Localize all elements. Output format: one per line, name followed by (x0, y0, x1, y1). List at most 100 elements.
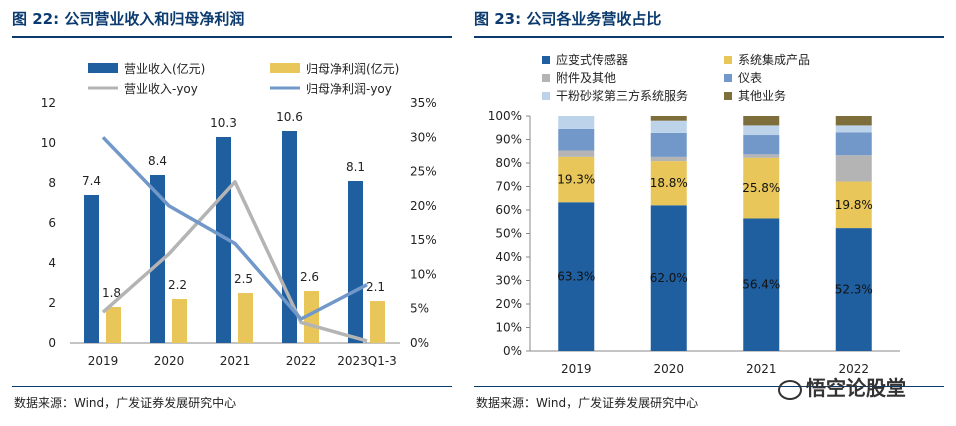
x-tick-label: 2020 (154, 354, 185, 368)
legend-swatch (724, 74, 732, 82)
profit-bar (172, 299, 187, 343)
revenue-bar-label: 8.1 (346, 160, 365, 174)
legend-swatch (542, 56, 550, 64)
right-y-tick-label: 15% (410, 233, 437, 247)
x-tick-label: 2022 (286, 354, 317, 368)
legend-swatch (542, 92, 550, 100)
x-tick-label: 2019 (88, 354, 119, 368)
revenue-bar-label: 10.3 (210, 116, 237, 130)
profit-bar-label: 2.5 (234, 272, 253, 286)
profit-bar (370, 301, 385, 343)
legend-swatch (724, 56, 732, 64)
business-mix-chart: 0% 10% 20% 30% 40% 50% 60% 70% 80% 90% 100% 2019 202… (488, 52, 900, 376)
x-tick-label: 2021 (746, 362, 777, 376)
segment-1 (743, 218, 780, 351)
legend-swatch (724, 92, 732, 100)
segment-label: 18.8% (650, 176, 688, 190)
profit-bar-label: 2.1 (366, 280, 385, 294)
legend-revenue-swatch (88, 63, 118, 73)
right-source-note: 数据来源：Wind，广发证券发展研究中心 (476, 396, 699, 410)
legend-profit-yoy-label: 归母净利润-yoy (306, 82, 392, 96)
profit-yoy-line (101, 136, 368, 321)
watermark: 悟空论股堂 (778, 372, 906, 401)
segment-6 (743, 116, 780, 126)
x-tick-label: 2019 (561, 362, 592, 376)
left-y-tick-label: 8 (48, 176, 56, 190)
segment-2 (835, 181, 872, 229)
watermark-text: 悟空论股堂 (806, 376, 906, 400)
right-title-rule (474, 36, 944, 38)
x-tick-label: 2021 (220, 354, 251, 368)
left-source-note: 数据来源：Wind，广发证券发展研究中心 (14, 396, 237, 410)
legend-label: 其他业务 (738, 88, 786, 103)
left-title-rule (12, 36, 452, 38)
right-y-tick-label: 35% (410, 96, 437, 110)
right-y-tick-label: 20% (410, 199, 437, 213)
left-y-tick-label: 10 (41, 136, 56, 150)
legend-profit-label: 归母净利润(亿元) (306, 61, 399, 76)
y-tick-label: 10% (495, 321, 522, 335)
legend-label: 应变式传感器 (556, 52, 628, 67)
revenue-bar-label: 10.6 (276, 110, 303, 124)
y-tick-label: 0% (503, 344, 522, 358)
segment-5 (650, 120, 687, 133)
y-tick-label: 70% (495, 180, 522, 194)
profit-bar (238, 293, 253, 343)
segment-label: 19.3% (557, 173, 595, 187)
y-tick-label: 100% (488, 109, 522, 123)
segment-3 (743, 154, 780, 158)
y-tick-label: 90% (495, 133, 522, 147)
segment-label: 52.3% (835, 283, 873, 297)
wechat-logo-icon (778, 379, 802, 400)
segment-3 (558, 150, 595, 157)
segment-1 (835, 228, 872, 351)
revenue-bar (348, 181, 363, 343)
left-y-tick-label: 12 (41, 96, 56, 110)
profit-bar (304, 291, 319, 343)
x-tick-label: 2022 (838, 362, 869, 376)
right-y-tick-label: 30% (410, 130, 437, 144)
segment-2 (743, 157, 780, 219)
profit-bar-label: 2.2 (168, 278, 187, 292)
segment-label: 62.0% (650, 271, 688, 285)
revenue-bar (84, 195, 99, 343)
right-source-rule (474, 386, 944, 387)
legend-revenue-yoy-label: 营业收入-yoy (124, 82, 198, 96)
segment-1 (650, 205, 687, 351)
y-tick-label: 20% (495, 297, 522, 311)
right-chart-title: 图 23: 公司各业务营收占比 (474, 10, 662, 28)
right-y-tick-label: 25% (410, 165, 437, 179)
profit-bar (106, 307, 121, 343)
segment-label: 56.4% (742, 278, 780, 292)
y-tick-label: 60% (495, 203, 522, 217)
legend-profit-swatch (270, 63, 300, 73)
revenue-profit-chart: 0 2 4 6 8 10 12 0% 5% 10% 15% 20% 25% 30% 35% 2019 2020 2… (41, 61, 437, 368)
right-y-tick-label: 5% (410, 302, 429, 316)
segment-5 (743, 125, 780, 136)
legend-label: 附件及其他 (556, 71, 616, 85)
segment-label: 63.3% (557, 270, 595, 284)
segment-4 (558, 128, 595, 151)
segment-3 (650, 156, 687, 162)
y-tick-label: 30% (495, 274, 522, 288)
legend-revenue-label: 营业收入(亿元) (124, 61, 205, 76)
profit-bar-label: 1.8 (102, 286, 121, 300)
legend-label: 干粉砂浆第三方系统服务 (556, 88, 688, 103)
left-y-tick-label: 4 (48, 256, 56, 270)
revenue-bar (150, 175, 165, 343)
segment-label: 25.8% (742, 181, 780, 195)
segment-4 (743, 135, 780, 155)
segment-6 (650, 116, 687, 121)
profit-bar-label: 2.6 (300, 270, 319, 284)
legend-swatch (542, 74, 550, 82)
segment-1 (558, 202, 595, 351)
y-tick-label: 40% (495, 250, 522, 264)
segment-3 (835, 155, 872, 182)
left-y-tick-label: 0 (48, 336, 56, 350)
x-tick-label: 2023Q1-3 (337, 354, 397, 368)
left-y-tick-label: 6 (48, 216, 56, 230)
y-tick-label: 80% (495, 156, 522, 170)
left-source-rule (12, 386, 452, 387)
x-tick-label: 2020 (653, 362, 684, 376)
left-y-tick-label: 2 (48, 296, 56, 310)
